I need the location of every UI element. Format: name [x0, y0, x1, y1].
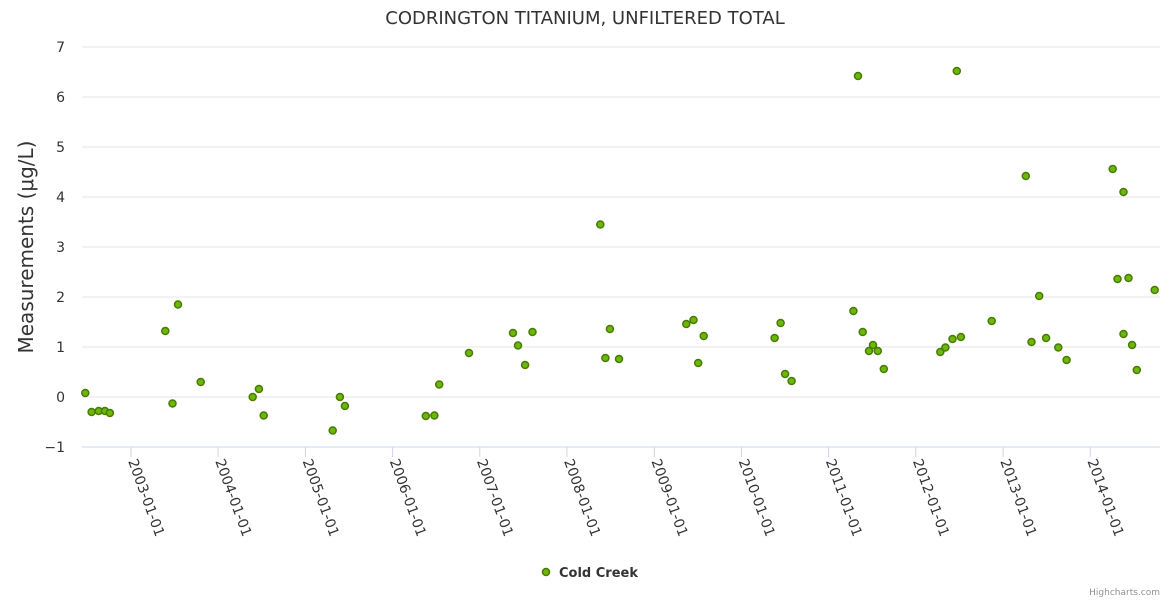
data-point[interactable]	[879, 364, 889, 374]
data-point[interactable]	[528, 327, 537, 337]
data-point[interactable]	[682, 319, 691, 329]
chart-title: CODRINGTON TITANIUM, UNFILTERED TOTAL	[385, 8, 784, 29]
data-point[interactable]	[941, 343, 950, 352]
x-tick-label: 2012-01-01	[909, 457, 952, 539]
data-point[interactable]	[614, 354, 624, 364]
data-point[interactable]	[1108, 164, 1117, 174]
data-point[interactable]	[956, 332, 966, 342]
x-axis-ticks: 2003-01-01 2004-01-01 2005-01-01 2006-01-01…	[124, 447, 1126, 539]
x-tick-label: 2007-01-01	[473, 457, 516, 539]
y-tick-label: 7	[56, 40, 65, 56]
x-tick-label: 2009-01-01	[648, 457, 691, 539]
grid-lines	[82, 46, 1160, 398]
y-tick-label: 5	[56, 140, 65, 156]
data-point[interactable]	[1119, 187, 1128, 197]
data-point[interactable]	[434, 380, 444, 389]
data-point[interactable]	[987, 316, 996, 326]
data-point[interactable]	[1150, 285, 1159, 295]
series-cold-creek	[81, 66, 1159, 435]
data-point[interactable]	[858, 327, 867, 337]
data-point[interactable]	[328, 426, 337, 435]
y-tick-label: 0	[56, 390, 65, 406]
legend-label: Cold Creek	[559, 566, 638, 581]
data-point[interactable]	[1119, 329, 1128, 339]
data-point[interactable]	[948, 334, 957, 344]
y-tick-label: 6	[56, 90, 65, 106]
legend[interactable]: Cold Creek	[541, 566, 639, 581]
data-point[interactable]	[849, 306, 858, 316]
y-tick-label: 2	[56, 290, 65, 306]
data-point[interactable]	[936, 347, 945, 357]
data-point[interactable]	[430, 411, 439, 420]
data-point[interactable]	[689, 315, 698, 325]
data-point[interactable]	[601, 353, 610, 363]
data-point[interactable]	[340, 401, 350, 411]
data-point[interactable]	[259, 411, 268, 420]
data-point[interactable]	[1034, 291, 1044, 301]
data-point[interactable]	[864, 346, 874, 356]
data-point[interactable]	[596, 220, 605, 229]
data-point[interactable]	[605, 324, 615, 334]
data-point[interactable]	[1054, 343, 1063, 352]
data-point[interactable]	[173, 300, 183, 309]
data-point[interactable]	[81, 388, 90, 398]
data-point[interactable]	[1041, 333, 1051, 343]
data-point[interactable]	[105, 408, 115, 418]
data-point[interactable]	[787, 376, 796, 386]
data-point[interactable]	[952, 66, 962, 76]
data-point[interactable]	[699, 331, 708, 341]
data-point[interactable]	[780, 369, 790, 379]
data-point[interactable]	[254, 384, 264, 394]
y-tick-label: 3	[56, 240, 65, 256]
x-tick-label: 2006-01-01	[386, 457, 429, 539]
legend-marker	[541, 567, 551, 577]
data-point[interactable]	[1127, 340, 1137, 350]
data-point[interactable]	[1021, 171, 1031, 181]
data-point[interactable]	[868, 340, 878, 350]
data-point[interactable]	[335, 392, 345, 402]
y-axis-ticks: −1 0 1 2 3 4 5 6 7	[44, 40, 65, 456]
x-tick-label: 2013-01-01	[996, 457, 1039, 539]
x-tick-label: 2008-01-01	[560, 457, 603, 539]
data-point[interactable]	[168, 399, 177, 408]
y-axis-label: Measurements (μg/L)	[14, 141, 38, 354]
x-tick-label: 2014-01-01	[1084, 457, 1127, 539]
data-point[interactable]	[1132, 365, 1142, 375]
data-point[interactable]	[770, 333, 779, 343]
data-point[interactable]	[776, 318, 785, 328]
data-point[interactable]	[1113, 274, 1122, 284]
data-point[interactable]	[464, 348, 474, 358]
x-tick-label: 2005-01-01	[299, 457, 342, 539]
data-point[interactable]	[520, 360, 530, 370]
data-point[interactable]	[508, 328, 518, 338]
credits-link[interactable]: Highcharts.com	[1089, 588, 1160, 598]
data-point[interactable]	[513, 341, 523, 350]
data-point[interactable]	[853, 71, 863, 81]
x-tick-label: 2004-01-01	[211, 457, 254, 539]
data-point[interactable]	[248, 392, 257, 402]
x-tick-label: 2011-01-01	[822, 457, 865, 539]
x-tick-label: 2010-01-01	[735, 457, 778, 539]
data-point[interactable]	[1062, 355, 1071, 365]
data-point[interactable]	[1124, 273, 1133, 283]
data-point[interactable]	[87, 407, 96, 417]
data-point[interactable]	[161, 326, 170, 336]
data-point[interactable]	[421, 411, 431, 421]
data-point[interactable]	[196, 377, 205, 387]
y-tick-label: −1	[44, 440, 65, 456]
data-point[interactable]	[693, 358, 703, 368]
data-point[interactable]	[1027, 337, 1036, 347]
data-point[interactable]	[873, 346, 883, 356]
x-tick-label: 2003-01-01	[124, 457, 167, 539]
y-tick-label: 4	[56, 190, 65, 206]
y-tick-label: 1	[56, 340, 65, 356]
